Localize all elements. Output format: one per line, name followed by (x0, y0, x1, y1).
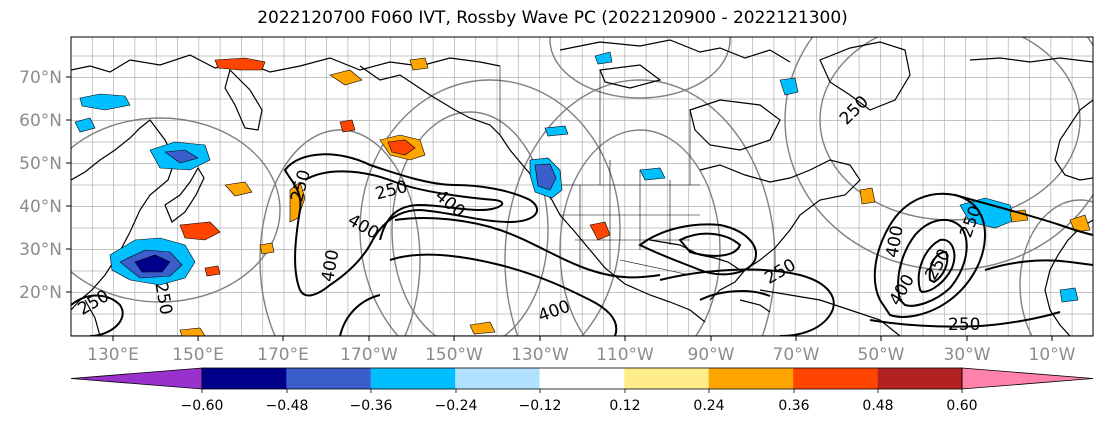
colorbar-segment (539, 368, 625, 389)
lon-tick-label: 170°W (340, 345, 398, 365)
colorbar-tick-label: 0.48 (862, 398, 893, 414)
colorbar-tick-label: −0.24 (435, 398, 478, 414)
lon-tick-label: 150°E (172, 345, 224, 365)
map-frame (70, 36, 1094, 337)
lat-tick-label: 20°N (19, 283, 62, 303)
lat-tick-label: 70°N (19, 68, 62, 88)
colorbar-segment (286, 368, 371, 389)
colorbar-tick-label: 0.36 (778, 398, 809, 414)
colorbar-segment (370, 368, 456, 389)
lon-tick-label: 70°W (773, 345, 820, 365)
lon-tick-label: 130°E (87, 345, 139, 365)
colorbar-tick-label: 0.60 (946, 398, 977, 414)
lon-tick-label: 170°E (257, 345, 309, 365)
colorbar-tick-label: 0.24 (693, 398, 724, 414)
chart-title: 2022120700 F060 IVT, Rossby Wave PC (202… (257, 8, 848, 28)
lon-tick-label: 30°W (944, 345, 991, 365)
political-borders (499, 66, 700, 276)
lon-tick-label: 50°W (858, 345, 905, 365)
colorbar-segment (202, 368, 287, 389)
lon-tick-label: 90°W (688, 345, 735, 365)
lon-tick-label: 10°W (1029, 345, 1076, 365)
colorbar-over-arrow (961, 367, 1094, 390)
lon-tick-label: 150°W (425, 345, 483, 365)
lat-tick-label: 40°N (19, 197, 62, 217)
lat-axis: 70°N 60°N 50°N 40°N 30°N 20°N (19, 68, 71, 303)
colorbar-tick-label: −0.60 (181, 398, 224, 414)
colorbar-under-arrow (70, 367, 203, 390)
colorbar-segment (877, 368, 962, 389)
colorbar: −0.60 −0.48 −0.36 −0.24 −0.12 0.12 0.24 0.36 0.4… (70, 367, 1094, 414)
colorbar-tick-label: −0.48 (266, 398, 309, 414)
ivt-contours (71, 153, 1093, 336)
contour-label: 250 (948, 315, 980, 335)
lon-axis: 130°E 150°E 170°E 170°W 150°W 130°W 110°W 90°W 7… (87, 336, 1076, 365)
lat-tick-label: 60°N (19, 111, 62, 131)
colorbar-tick-label: 0.12 (609, 398, 640, 414)
colorbar-segment (624, 368, 709, 389)
colorbar-tick-label: −0.12 (519, 398, 562, 414)
colorbar-segment (793, 368, 878, 389)
lat-tick-label: 30°N (19, 240, 62, 260)
colorbar-frame (201, 367, 963, 390)
lon-tick-label: 130°W (511, 345, 569, 365)
colorbar-segment (708, 368, 794, 389)
colorbar-tick-label: −0.36 (350, 398, 393, 414)
colorbar-segment (455, 368, 540, 389)
ivt-anomaly-shading (74, 51, 1091, 336)
lat-tick-label: 50°N (19, 154, 62, 174)
lon-tick-label: 110°W (596, 345, 654, 365)
